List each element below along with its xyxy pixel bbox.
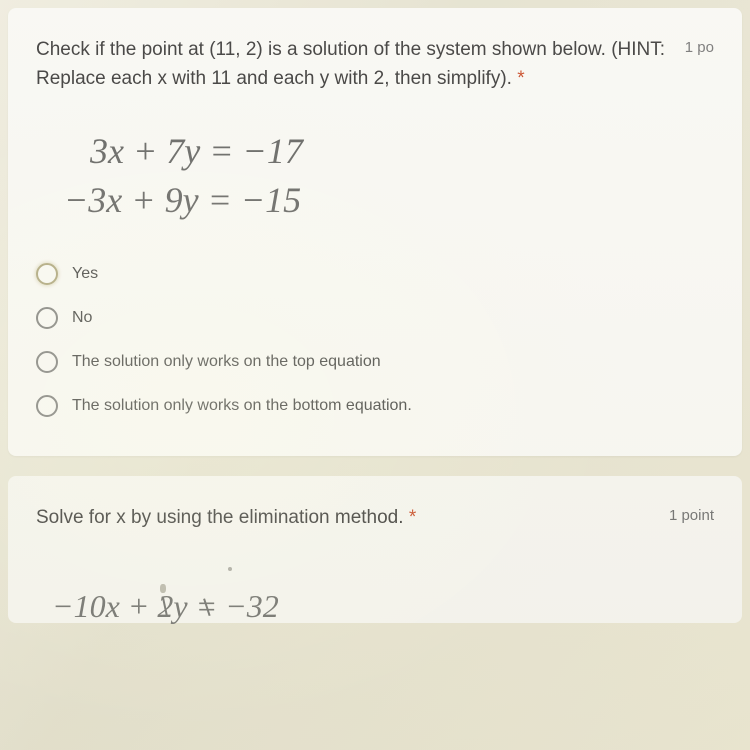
answer-options: Yes No The solution only works on the to… bbox=[36, 252, 714, 428]
question-card-1: Check if the point at (11, 2) is a solut… bbox=[8, 8, 742, 456]
question-card-2: Solve for x by using the elimination met… bbox=[8, 476, 742, 623]
equation-2: −3x + 9y = −15 bbox=[64, 176, 714, 225]
radio-icon bbox=[36, 351, 58, 373]
option-yes[interactable]: Yes bbox=[36, 252, 714, 296]
system-of-equations: 3x + 7y = −17 −3x + 9y = −15 bbox=[36, 93, 714, 242]
question-text: Check if the point at (11, 2) is a solut… bbox=[36, 36, 675, 93]
option-no[interactable]: No bbox=[36, 296, 714, 340]
prompt-line-1: Check if the point at (11, 2) is a solut… bbox=[36, 39, 665, 60]
option-top-only[interactable]: The solution only works on the top equat… bbox=[36, 340, 714, 384]
equation-partial: −10x + 2y = −32 bbox=[52, 588, 279, 625]
points-label-2: 1 point bbox=[669, 507, 714, 524]
equation-1: 3x + 7y = −17 bbox=[64, 127, 714, 176]
option-label: The solution only works on the top equat… bbox=[72, 353, 381, 371]
radio-icon bbox=[36, 395, 58, 417]
option-label: Yes bbox=[72, 265, 98, 283]
required-asterisk: * bbox=[409, 507, 416, 528]
speck-icon bbox=[228, 567, 232, 571]
radio-icon bbox=[36, 307, 58, 329]
prompt-line-2: Replace each x with 11 and each y with 2… bbox=[36, 68, 517, 89]
question-text-2: Solve for x by using the elimination met… bbox=[36, 504, 659, 533]
option-label: The solution only works on the bottom eq… bbox=[72, 397, 412, 415]
points-label: 1 po bbox=[685, 39, 714, 56]
required-asterisk: * bbox=[517, 68, 524, 89]
question-header-2: Solve for x by using the elimination met… bbox=[36, 504, 714, 533]
option-bottom-only[interactable]: The solution only works on the bottom eq… bbox=[36, 384, 714, 428]
radio-icon bbox=[36, 263, 58, 285]
question-header: Check if the point at (11, 2) is a solut… bbox=[36, 36, 714, 93]
prompt-2: Solve for x by using the elimination met… bbox=[36, 507, 409, 528]
option-label: No bbox=[72, 309, 92, 327]
